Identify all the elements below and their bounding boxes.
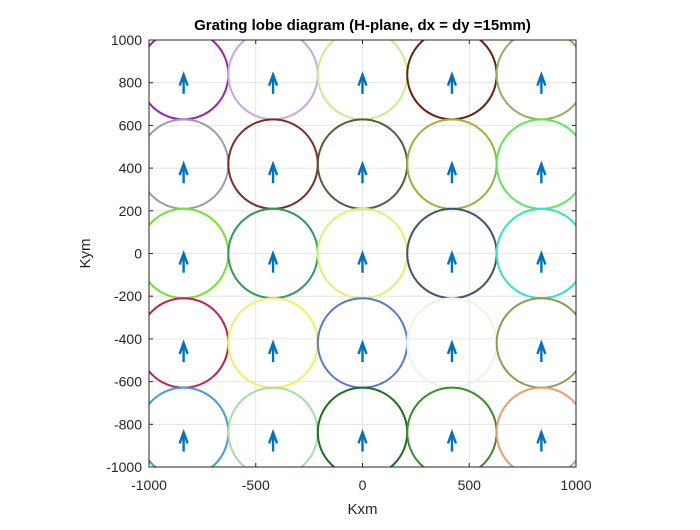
grating-lobe-circles — [149, 40, 576, 467]
direction-arrow-14 — [536, 249, 547, 273]
y-tick-label-6: 200 — [119, 203, 143, 219]
y-tick-label-0: -1000 — [106, 459, 142, 475]
direction-arrow-16 — [267, 339, 279, 363]
arrow-head-5 — [178, 160, 189, 176]
arrow-head-22 — [357, 428, 368, 444]
direction-arrow-12 — [357, 249, 368, 273]
x-tick-label-0: -1000 — [131, 477, 167, 493]
arrow-head-10 — [178, 249, 189, 265]
arrow-head-8 — [446, 160, 458, 176]
y-tick-label-10: 1000 — [111, 32, 142, 48]
direction-arrow-9 — [536, 160, 547, 184]
direction-arrow-8 — [446, 160, 458, 184]
arrow-head-7 — [357, 160, 368, 176]
arrow-head-14 — [536, 249, 547, 265]
arrow-head-20 — [178, 428, 189, 444]
direction-arrow-5 — [178, 160, 189, 184]
axis-ticks: -1000 -500 0 500 1000 -1000 -800 -600 -400 -200 0 2… — [106, 32, 592, 493]
y-tick-label-5: 0 — [134, 246, 142, 262]
direction-arrow-18 — [446, 339, 458, 363]
direction-arrow-7 — [357, 160, 368, 184]
direction-arrow-2 — [357, 71, 368, 94]
x-tick-label-4: 1000 — [560, 477, 591, 493]
arrow-head-1 — [267, 71, 279, 87]
y-tick-label-9: 800 — [119, 75, 143, 91]
arrow-head-17 — [357, 339, 368, 355]
x-tick-label-2: 0 — [359, 477, 367, 493]
y-tick-label-3: -400 — [114, 331, 142, 347]
arrow-head-3 — [446, 71, 458, 87]
y-tick-label-4: -200 — [114, 288, 142, 304]
y-tick-label-2: -600 — [114, 374, 142, 390]
direction-arrow-3 — [446, 71, 458, 94]
arrow-head-6 — [267, 160, 279, 176]
direction-arrow-19 — [536, 339, 547, 363]
arrow-head-19 — [536, 339, 547, 355]
arrow-head-12 — [357, 249, 368, 265]
direction-arrow-6 — [267, 160, 279, 184]
direction-arrow-24 — [536, 428, 547, 452]
direction-arrows — [178, 71, 547, 452]
x-tick-label-3: 500 — [458, 477, 482, 493]
x-tick-label-1: -500 — [242, 477, 270, 493]
direction-arrow-4 — [536, 71, 547, 94]
arrow-head-15 — [178, 339, 189, 355]
y-tick-label-1: -800 — [114, 416, 142, 432]
direction-arrow-22 — [357, 428, 368, 452]
chart-title: Grating lobe diagram (H-plane, dx = dy =… — [194, 17, 531, 34]
arrow-head-24 — [536, 428, 547, 444]
y-tick-label-8: 600 — [119, 117, 143, 133]
x-axis-title: Kxm — [348, 501, 378, 518]
arrow-head-9 — [536, 160, 547, 176]
direction-arrow-10 — [178, 249, 189, 273]
direction-arrow-11 — [267, 249, 279, 273]
direction-arrow-23 — [446, 428, 458, 452]
y-tick-label-7: 400 — [119, 160, 143, 176]
arrow-head-23 — [446, 428, 458, 444]
direction-arrow-17 — [357, 339, 368, 363]
y-axis-title: Kym — [77, 239, 94, 269]
arrow-head-2 — [357, 71, 368, 87]
arrow-head-16 — [267, 339, 279, 355]
arrow-head-0 — [178, 71, 189, 87]
arrow-head-18 — [446, 339, 458, 355]
direction-arrow-15 — [178, 339, 189, 363]
lobe-circle-24 — [495, 386, 576, 467]
arrow-head-11 — [267, 249, 279, 265]
direction-arrow-21 — [267, 428, 279, 452]
arrow-head-4 — [536, 71, 547, 87]
arrow-head-13 — [446, 249, 458, 265]
direction-arrow-13 — [446, 249, 458, 273]
direction-arrow-20 — [178, 428, 189, 452]
direction-arrow-1 — [267, 71, 279, 94]
direction-arrow-0 — [178, 71, 189, 94]
arrow-head-21 — [267, 428, 279, 444]
